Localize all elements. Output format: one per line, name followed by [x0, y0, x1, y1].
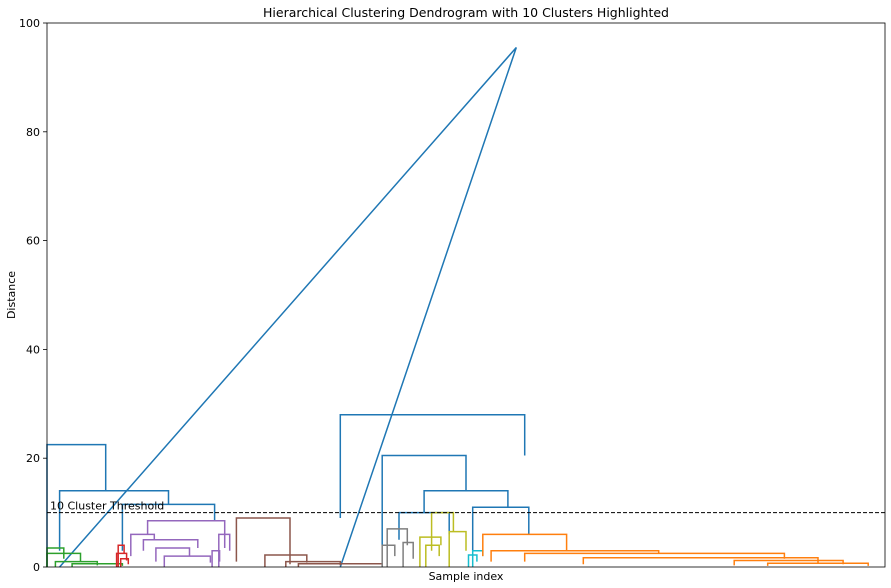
dendrogram-link-above	[121, 503, 216, 551]
dendrogram-link-purple	[130, 533, 156, 557]
threshold-label: 10 Cluster Threshold	[50, 500, 164, 513]
y-tick-label: 80	[26, 126, 40, 139]
dendrogram-link-green	[71, 562, 124, 567]
dendrogram-link-purple	[211, 549, 221, 567]
dendrogram-link-purple	[155, 547, 191, 562]
y-tick-label: 100	[19, 17, 40, 30]
dendrogram-link-gray	[381, 544, 396, 567]
dendrogram-link-brown	[235, 517, 291, 565]
dendrogram-link-gray	[386, 528, 409, 567]
y-tick-label: 0	[33, 561, 40, 574]
dendrogram-link-orange	[733, 559, 844, 566]
dendrogram-link-cyan	[467, 554, 478, 567]
dendrogram-link-red	[115, 552, 128, 567]
dendrogram-link-olive	[419, 536, 442, 567]
dendrogram-link-above	[58, 490, 170, 551]
dendrogram-link-olive	[430, 511, 455, 551]
dendrogram-link-above	[423, 490, 509, 513]
dendrogram-link-above	[339, 413, 526, 518]
dendrogram-link-above	[381, 454, 467, 546]
dendrogram-link-above	[471, 506, 530, 551]
y-tick-label: 60	[26, 235, 40, 248]
dendrogram-link-olive	[448, 530, 467, 567]
dendrogram-link-orange	[766, 562, 869, 566]
dendrogram-links	[46, 47, 869, 568]
y-tick-label: 20	[26, 452, 40, 465]
y-tick-label: 40	[26, 343, 40, 356]
dendrogram-link-above	[398, 511, 450, 540]
dendrogram-link-above	[59, 47, 518, 568]
dendrogram-link-purple	[163, 555, 212, 567]
dendrogram-link-olive	[425, 544, 440, 567]
dendrogram-link-purple	[142, 539, 199, 551]
dendrogram-link-orange	[490, 549, 660, 562]
dendrogram-link-gray	[402, 541, 414, 567]
chart-title: Hierarchical Clustering Dendrogram with …	[263, 5, 669, 20]
dendrogram-link-red	[117, 544, 125, 567]
dendrogram-link-brown	[264, 554, 308, 567]
y-axis-label: Distance	[5, 271, 18, 319]
dendrogram-link-orange	[482, 533, 568, 557]
dendrogram-link-red	[119, 558, 130, 567]
dendrogram-link-orange	[523, 552, 786, 562]
plot-frame	[46, 22, 886, 568]
x-axis-label: Sample index	[429, 570, 504, 583]
y-axis-ticks: 0 20 40 60 80 100	[19, 17, 47, 574]
